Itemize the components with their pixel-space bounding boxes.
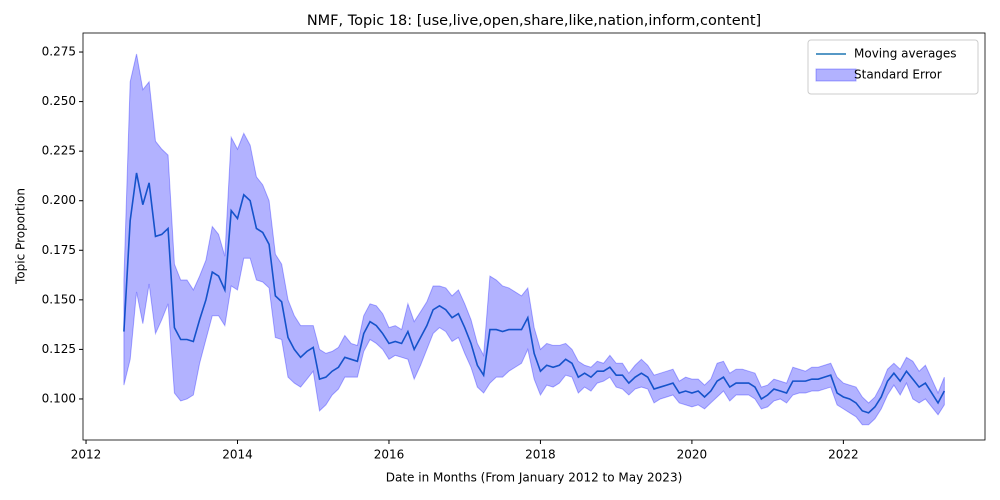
y-tick-label: 0.225: [42, 144, 76, 158]
y-tick-label: 0.275: [42, 45, 76, 59]
y-tick-label: 0.250: [42, 94, 76, 108]
y-tick-label: 0.125: [42, 342, 76, 356]
plot-frame: [82, 32, 986, 441]
x-tick-label: 2014: [222, 448, 253, 462]
x-axis-label: Date in Months (From January 2012 to May…: [386, 471, 683, 485]
line: [123, 172, 946, 414]
x-tick-label: 2022: [828, 448, 859, 462]
y-tick-label: 0.150: [42, 292, 76, 306]
x-tick-label: 2012: [71, 448, 102, 462]
x-tick-label: 2020: [677, 448, 708, 462]
chart-title: NMF, Topic 18: [use,live,open,share,like…: [307, 13, 761, 29]
x-tick-label: 2016: [374, 448, 405, 462]
error-band: [123, 53, 945, 426]
y-tick-label: 0.175: [42, 243, 76, 257]
legend-swatch: [815, 68, 857, 82]
y-tick-label: 0.200: [42, 193, 76, 207]
legend-box: [807, 39, 979, 95]
y-tick-label: 0.100: [42, 391, 76, 405]
y-axis-label: Topic Proportion: [14, 188, 28, 285]
x-tick-label: 2018: [525, 448, 556, 462]
legend-label: Moving averages: [854, 47, 957, 61]
legend-label: Standard Error: [854, 68, 942, 82]
